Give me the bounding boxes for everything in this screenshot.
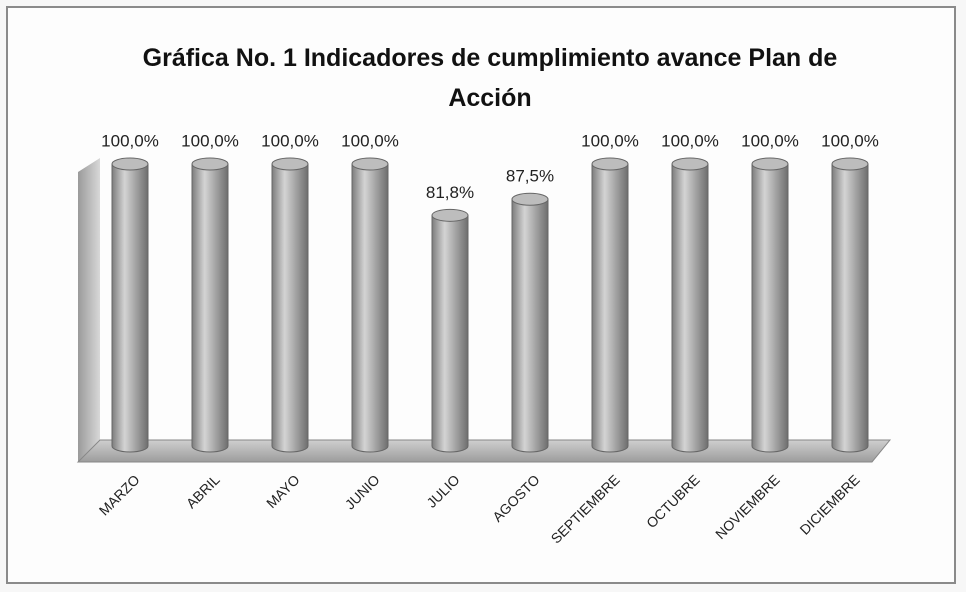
bar [191, 163, 229, 453]
data-label: 81,8% [426, 183, 474, 202]
bar [591, 163, 629, 453]
x-tick-label: DICIEMBRE [796, 471, 862, 537]
data-label: 100,0% [101, 131, 159, 150]
x-tick-label: JUNIO [342, 471, 383, 512]
bar-top [111, 157, 149, 171]
bar-top [591, 157, 629, 171]
bar [751, 163, 789, 453]
bar-top [271, 157, 309, 171]
bar-top [191, 157, 229, 171]
data-label: 87,5% [506, 167, 554, 186]
data-label: 100,0% [581, 131, 639, 150]
data-label: 100,0% [181, 131, 239, 150]
bar [671, 163, 709, 453]
x-tick-label: MARZO [96, 471, 143, 518]
x-tick-label: MAYO [263, 471, 303, 511]
bar [351, 163, 389, 453]
x-tick-label: NOVIEMBRE [712, 471, 783, 542]
back-wall [78, 158, 100, 462]
bar-top [431, 208, 469, 222]
data-label: 100,0% [261, 131, 319, 150]
bar-top [831, 157, 869, 171]
bar-top [511, 192, 549, 206]
x-tick-label: SEPTIEMBRE [548, 471, 623, 546]
chart-frame [6, 6, 956, 584]
bar [431, 214, 469, 453]
x-tick-label: AGOSTO [489, 471, 543, 525]
data-label: 100,0% [661, 131, 719, 150]
bar [271, 163, 309, 453]
x-tick-label: ABRIL [183, 471, 223, 511]
data-label: 100,0% [821, 131, 879, 150]
chart-title: Gráfica No. 1 Indicadores de cumplimient… [142, 44, 838, 112]
x-tick-label: JULIO [423, 471, 462, 510]
bar [831, 163, 869, 453]
bar [111, 163, 149, 453]
bar [511, 198, 549, 453]
data-label: 100,0% [741, 131, 799, 150]
x-tick-label: OCTUBRE [643, 471, 703, 531]
bar-top [671, 157, 709, 171]
bar-top [751, 157, 789, 171]
data-label: 100,0% [341, 131, 399, 150]
bar-top [351, 157, 389, 171]
